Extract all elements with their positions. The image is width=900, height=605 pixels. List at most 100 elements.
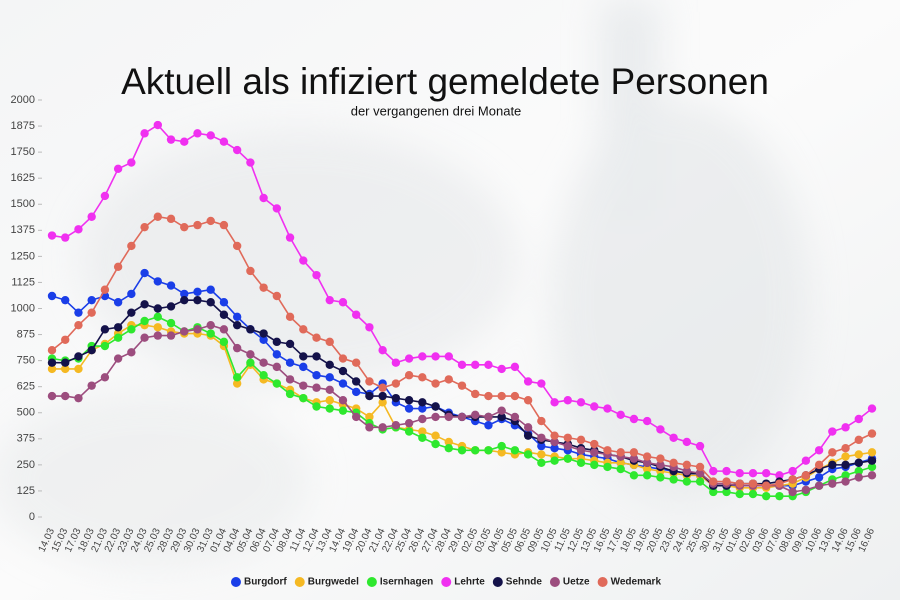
marker [338,379,348,388]
marker [709,477,718,486]
marker [629,448,639,457]
series [47,212,877,490]
marker [378,398,387,407]
marker [867,448,877,457]
marker [695,477,705,486]
marker [127,348,136,357]
marker [166,135,176,144]
marker [854,435,863,445]
marker [642,464,652,474]
marker [47,231,57,240]
marker [351,387,361,397]
y-tick-label: 250 [17,459,35,471]
marker [113,262,123,271]
legend-marker [492,577,503,587]
marker [153,304,163,313]
marker [166,214,176,224]
marker [828,479,837,488]
marker [854,466,863,476]
marker [259,329,268,338]
marker [709,466,718,476]
marker [87,308,96,317]
marker [497,412,506,422]
marker [616,458,625,467]
marker [801,485,811,495]
y-tick-label: 1750 [11,146,35,158]
series [47,120,877,480]
marker [365,323,374,332]
marker [603,446,612,455]
marker [180,289,189,299]
marker [140,268,149,278]
marker [285,233,295,242]
marker [127,308,136,317]
marker [523,450,533,459]
marker [391,358,401,367]
marker [682,460,692,470]
legend-marker [441,577,452,587]
marker [47,291,57,301]
y-tick-label: 1625 [11,172,35,184]
marker [471,446,480,455]
legend: Burgdorf Burgwedel Isernhagen Lehrte Sehnde U… [230,577,661,588]
marker [325,404,334,413]
marker [775,491,784,501]
marker [312,270,321,280]
marker [550,398,559,407]
marker [550,443,559,453]
marker [153,120,163,130]
marker [471,410,480,420]
marker [761,491,771,501]
marker [246,350,255,359]
marker [285,312,295,322]
marker [669,458,678,467]
marker [418,404,427,413]
marker [193,295,202,305]
y-tick-label: 1000 [11,302,35,314]
marker [669,433,678,442]
marker [828,460,837,470]
marker [74,308,83,317]
marker [576,435,586,445]
marker [140,129,149,138]
marker [299,381,308,390]
marker [127,241,136,251]
marker [113,164,123,174]
marker [365,377,374,386]
marker [642,452,652,461]
marker [365,412,374,422]
marker [299,352,308,361]
marker [391,379,401,388]
marker [590,402,599,411]
marker [748,469,758,478]
marker [603,462,612,472]
marker [113,333,123,342]
marker [404,396,414,405]
marker [127,325,136,334]
marker [629,414,639,424]
marker [590,448,599,457]
marker [404,404,414,413]
marker [338,406,348,415]
marker [748,489,758,499]
marker [47,346,57,355]
y-tick-label: 0 [29,511,35,523]
marker [232,312,242,322]
marker [471,360,480,369]
marker [299,325,308,334]
marker [351,358,361,367]
marker [193,325,202,334]
marker [457,446,467,455]
marker [365,423,374,432]
marker [431,431,440,440]
marker [206,285,215,294]
marker [484,391,493,401]
marker [87,295,96,305]
marker [748,479,758,488]
y-tick-label: 1125 [11,276,35,288]
marker [180,327,189,336]
y-tick-label: 1250 [11,250,35,262]
marker [590,439,599,449]
marker [867,462,877,472]
marker [616,448,625,457]
